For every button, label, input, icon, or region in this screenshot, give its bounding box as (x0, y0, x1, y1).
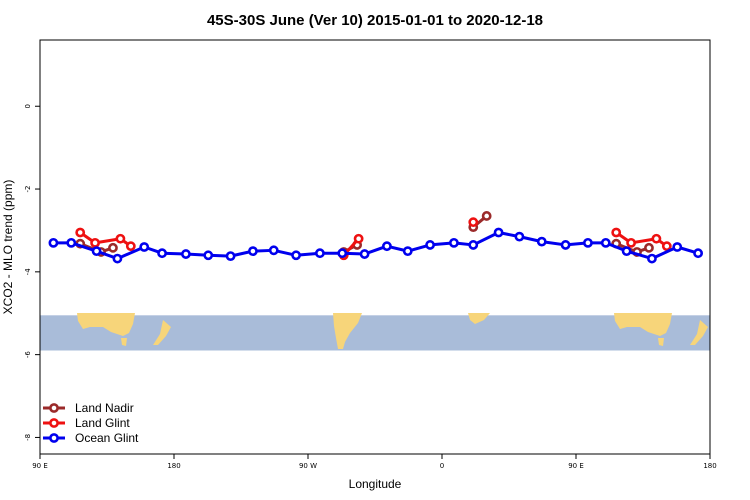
south-america-land (333, 313, 362, 349)
data-point (647, 253, 657, 264)
y-axis-label: XCO2 - MLO trend (ppm) (1, 180, 15, 315)
data-point (536, 236, 547, 247)
data-point (583, 237, 593, 248)
new-zealand-land-left (153, 320, 171, 345)
data-point (315, 248, 325, 259)
y-tick-label: 0 (24, 104, 32, 108)
x-axis: 90 E 180 90 W 0 90 E 180 (32, 454, 717, 470)
data-point (693, 248, 703, 259)
data-point (125, 241, 136, 252)
legend-swatch-marker (49, 433, 59, 443)
data-point (359, 249, 370, 259)
australia-land-left (77, 313, 135, 336)
data-point (449, 237, 459, 248)
tasmania-land-right (658, 338, 664, 346)
legend-item: Land Nadir (43, 401, 134, 415)
data-point (651, 233, 662, 244)
x-tick-label: 90 E (32, 462, 48, 470)
data-point (75, 227, 86, 238)
data-point (672, 242, 683, 252)
series-line (53, 231, 699, 261)
data-point (402, 246, 413, 257)
tasmania-land-left (121, 338, 127, 346)
data-point (611, 227, 622, 238)
y-tick-label: -8 (24, 434, 32, 441)
data-point (514, 231, 525, 242)
series-line (615, 231, 668, 248)
x-tick-label: 90 W (299, 462, 317, 470)
data-point (600, 237, 611, 248)
world-map-band (40, 313, 710, 351)
x-axis-label: Longitude (349, 477, 402, 491)
data-point (225, 251, 236, 262)
australia-land-right (614, 313, 672, 336)
series-ocean-glint (48, 227, 703, 264)
south-africa-land (468, 313, 490, 324)
data-point (621, 246, 632, 257)
data-point (468, 240, 479, 250)
data-point (468, 217, 479, 228)
data-point (291, 250, 301, 261)
legend-swatch-marker (49, 418, 59, 428)
new-zealand-land-right (690, 320, 708, 345)
data-point (108, 242, 118, 253)
data-point (91, 246, 102, 257)
legend-label: Land Nadir (75, 401, 134, 415)
legend-item: Ocean Glint (43, 431, 139, 445)
plot-frame (39, 39, 711, 455)
data-point (139, 242, 150, 252)
data-point (661, 241, 672, 252)
data-point (481, 211, 492, 221)
ocean-band (40, 315, 710, 351)
legend-label: Ocean Glint (75, 431, 139, 445)
data-point (353, 233, 364, 244)
x-tick-label: 180 (703, 462, 716, 470)
data-point (90, 237, 100, 248)
data-point (181, 249, 191, 259)
data-point (493, 227, 504, 238)
data-point (268, 245, 279, 256)
x-tick-label: 0 (440, 462, 444, 470)
data-point (115, 233, 126, 244)
land-shapes (77, 313, 708, 349)
data-point (560, 240, 571, 250)
y-tick-label: -2 (24, 186, 32, 193)
data-point (382, 241, 392, 252)
x-tick-label: 180 (167, 462, 180, 470)
data-point (203, 250, 214, 261)
y-tick-label: -4 (24, 268, 32, 276)
y-tick-label: -6 (24, 351, 32, 359)
data-point (425, 240, 435, 250)
data-point (112, 253, 123, 264)
legend-item: Land Glint (43, 416, 130, 430)
series-layer (48, 211, 703, 264)
x-tick-label: 90 E (568, 462, 584, 470)
data-point (48, 237, 59, 248)
data-point (157, 248, 167, 259)
legend-label: Land Glint (75, 416, 130, 430)
y-axis: 0 -2 -4 -6 -8 (24, 104, 40, 441)
series-line (79, 231, 132, 248)
data-point (248, 246, 258, 257)
chart-title: 45S-30S June (Ver 10) 2015-01-01 to 2020… (207, 12, 543, 29)
data-point (626, 237, 636, 248)
data-point (337, 248, 348, 259)
data-point (66, 237, 77, 248)
data-point (644, 242, 654, 253)
legend-swatch-marker (49, 403, 59, 413)
